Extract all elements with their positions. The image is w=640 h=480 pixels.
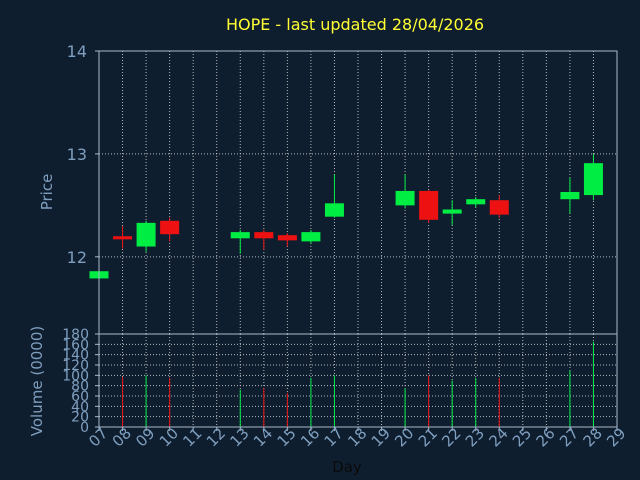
price-axis-label: Price: [38, 174, 56, 211]
price-tick-labels: 12 13 14: [67, 42, 99, 267]
volume-tick-label: 40: [71, 399, 89, 415]
price-grid: [99, 51, 617, 334]
candlesticks: [89, 153, 603, 279]
day-tick-label: 29: [603, 424, 629, 450]
day-axis-label: Day: [332, 458, 362, 476]
candle-body: [230, 232, 250, 239]
candle-body: [324, 203, 344, 217]
price-tick-label: 13: [67, 145, 87, 164]
day-tick-label: 08: [109, 424, 135, 450]
volume-tick-label: 120: [62, 358, 89, 374]
candle-body: [160, 220, 180, 235]
volume-grid: [99, 334, 617, 427]
day-tick-label: 22: [438, 424, 464, 450]
day-tick-label: 24: [485, 424, 511, 450]
price-tick-label: 14: [67, 42, 87, 61]
day-tick-label: 16: [297, 424, 323, 450]
candle-body: [277, 235, 297, 241]
volume-tick-label: 80: [71, 379, 89, 395]
day-tick-label: 20: [391, 424, 417, 450]
day-tick-label: 10: [156, 424, 182, 450]
day-tick-label: 11: [179, 424, 205, 450]
day-tick-label: 25: [509, 424, 535, 450]
day-tick-label: 28: [580, 424, 606, 450]
day-tick-label: 14: [250, 424, 276, 450]
candle-body: [113, 236, 133, 240]
chart-title: HOPE - last updated 28/04/2026: [226, 15, 484, 34]
volume-tick-label: 60: [71, 389, 89, 405]
day-tick-label: 21: [415, 424, 441, 450]
day-tick-label: 15: [274, 424, 300, 450]
price-tick-label: 12: [67, 248, 87, 267]
day-tick-label: 09: [132, 424, 158, 450]
volume-tick-label: 140: [62, 348, 89, 364]
day-tick-label: 18: [344, 424, 370, 450]
day-tick-label: 27: [556, 424, 582, 450]
candle-body: [301, 232, 321, 242]
volume-tick-label: 180: [62, 327, 89, 343]
candle-body: [466, 199, 486, 205]
candle-body: [560, 191, 580, 200]
day-tick-label: 23: [462, 424, 488, 450]
candle-body: [419, 190, 439, 220]
candle-body: [254, 232, 274, 239]
day-tick-label: 17: [321, 424, 347, 450]
volume-tick-label: 160: [62, 337, 89, 353]
volume-tick-label: 0: [80, 420, 89, 436]
volume-axis-label: Volume (0000): [28, 326, 46, 436]
volume-tick-label: 100: [62, 368, 89, 384]
candle-body: [489, 200, 509, 215]
day-tick-label: 19: [368, 424, 394, 450]
volume-bars: [122, 341, 594, 427]
candle-body: [583, 163, 603, 196]
day-tick-labels: 0708091011121314151617181920212223242526…: [85, 424, 629, 450]
candle-body: [395, 190, 415, 206]
volume-plot-frame: [98, 333, 618, 428]
candle-body: [442, 209, 462, 214]
day-tick-label: 26: [533, 424, 559, 450]
day-tick-label: 07: [85, 424, 111, 450]
day-tick-label: 13: [226, 424, 252, 450]
candle-body: [136, 222, 156, 247]
volume-tick-label: 20: [71, 410, 89, 426]
day-tick-label: 12: [203, 424, 229, 450]
